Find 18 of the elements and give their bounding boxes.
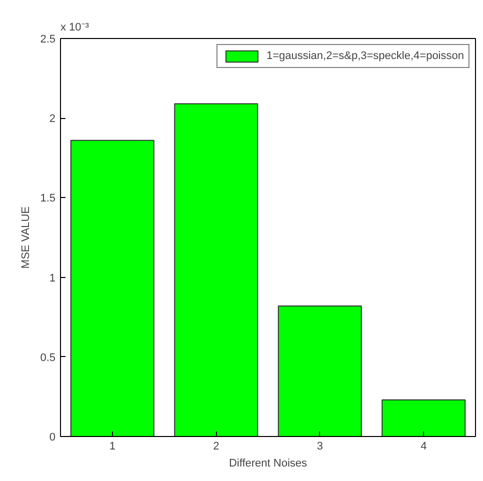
y-tick-label: 1.5 <box>40 192 56 205</box>
y-tick-label: 0 <box>49 432 56 444</box>
y-tick-label: 0.5 <box>40 352 56 364</box>
x-tick-label: 1 <box>109 440 116 452</box>
bar <box>382 399 466 436</box>
x-tick-label: 2 <box>213 440 220 452</box>
y-tick-label: 2.5 <box>40 34 56 46</box>
bar <box>70 140 154 436</box>
y-axis-title: MSE VALUE <box>20 206 32 269</box>
x-axis-title: Different Noises <box>228 458 308 470</box>
bar <box>278 305 362 436</box>
bar <box>174 103 258 436</box>
y-tick-label: 1 <box>49 272 56 284</box>
x-tick-label: 3 <box>316 440 323 452</box>
text: x 10⁻³ <box>60 22 90 34</box>
x-tick-label: 4 <box>420 440 427 452</box>
legend-label: 1=gaussian,2=s&p,3=speckle,4=poisson <box>266 50 464 62</box>
y-tick-label: 2 <box>49 113 56 126</box>
